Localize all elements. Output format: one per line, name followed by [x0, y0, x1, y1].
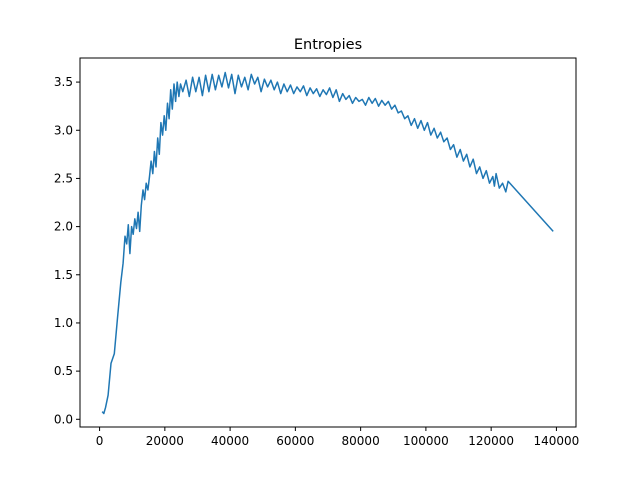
x-tick-label: 100000: [403, 434, 449, 448]
axes-frame: [79, 57, 577, 428]
y-tick-label: 0.0: [54, 412, 73, 426]
y-tick-label: 3.5: [54, 75, 73, 89]
y-tick-label: 3.0: [54, 123, 73, 137]
y-tick-label: 0.5: [54, 364, 73, 378]
x-tick-label: 20000: [146, 434, 184, 448]
x-tick-label: 80000: [342, 434, 380, 448]
x-tick-label: 60000: [276, 434, 314, 448]
y-tick-label: 2.0: [54, 220, 73, 234]
chart-title: Entropies: [294, 37, 362, 53]
y-tick-label: 2.5: [54, 171, 73, 185]
x-axis: 0 20000 40000 60000 80000 100000 120000 140000: [96, 427, 580, 448]
x-tick-label: 40000: [211, 434, 249, 448]
x-tick-label: 140000: [534, 434, 580, 448]
y-axis: 0.0 0.5 1.0 1.5 2.0 2.5 3.0 3.5: [54, 75, 80, 426]
x-tick-label: 0: [96, 434, 104, 448]
y-tick-label: 1.0: [54, 316, 73, 330]
series-line: [101, 71, 554, 415]
x-tick-label: 120000: [468, 434, 514, 448]
y-tick-label: 1.5: [54, 268, 73, 282]
plot-area: [101, 71, 554, 415]
